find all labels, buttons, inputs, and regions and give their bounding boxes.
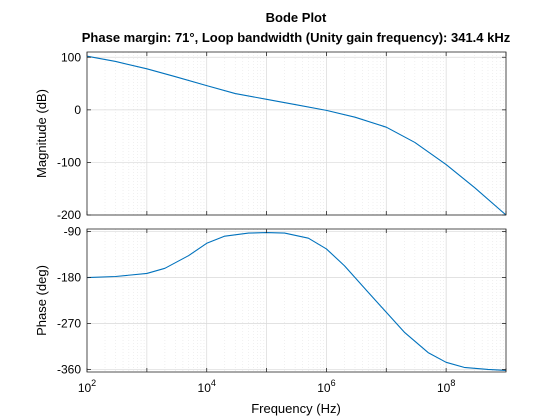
y-tick-label: -360 [57,362,81,376]
chart-title: Bode Plot [266,10,327,25]
phase-ylabel: Phase (deg) [34,265,49,336]
phase-panel: -90 -180 -270 -360 Phase (deg) [34,225,507,376]
x-tick-label: 106 [317,378,335,395]
y-tick-label: -100 [57,155,81,169]
magnitude-curve [86,55,507,216]
y-tick-label: 0 [74,103,81,117]
phase-curve [86,232,507,372]
x-tick-label: 104 [198,378,216,395]
y-tick-label: 100 [61,50,81,64]
y-tick-label: -270 [57,316,81,330]
x-tick-label: 102 [78,378,96,395]
x-tick-labels: 102 104 106 108 [78,378,456,395]
y-tick-label: -180 [57,271,81,285]
magnitude-panel: 100 0 -100 -200 Magnitude (dB) [34,50,507,222]
x-axis-label: Frequency (Hz) [251,401,341,416]
y-tick-label: -90 [64,225,82,239]
chart-subtitle: Phase margin: 71°, Loop bandwidth (Unity… [82,30,511,45]
y-tick-label: -200 [57,208,81,222]
x-tick-label: 108 [437,378,455,395]
magnitude-axes-box [86,51,507,216]
phase-axes-box [86,228,507,373]
magnitude-ylabel: Magnitude (dB) [34,89,49,178]
